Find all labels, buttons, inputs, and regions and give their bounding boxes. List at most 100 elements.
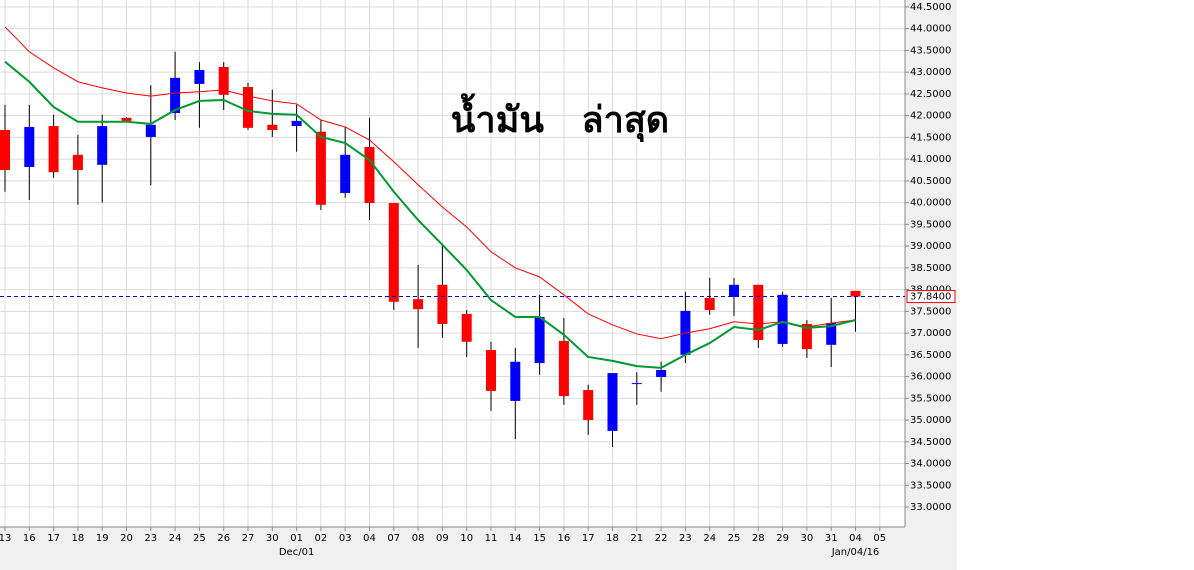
y-tick-label: 36.5000 <box>910 350 951 361</box>
candle-body <box>850 290 861 297</box>
y-tick-label: 39.0000 <box>910 241 951 252</box>
y-tick-label: 43.0000 <box>910 67 951 78</box>
candle-body <box>801 323 812 350</box>
x-tick-label: 23 <box>144 533 157 544</box>
x-tick-label: 25 <box>728 533 741 544</box>
x-tick-label: 16 <box>23 533 36 544</box>
x-tick-label: 31 <box>825 533 838 544</box>
period-label: Dec/01 <box>279 547 314 558</box>
x-tick-label: 03 <box>339 533 352 544</box>
x-tick-label: 30 <box>801 533 814 544</box>
candle-body <box>777 294 788 344</box>
x-tick-label: 11 <box>485 533 498 544</box>
x-tick-label: 29 <box>776 533 789 544</box>
candle-body <box>121 117 132 121</box>
x-tick-label: 22 <box>655 533 668 544</box>
y-tick-label: 35.0000 <box>910 415 951 426</box>
y-tick-label: 33.0000 <box>910 502 951 513</box>
x-tick-label: 01 <box>290 533 303 544</box>
moving-average-line <box>4 60 856 369</box>
candle-body <box>826 323 837 345</box>
x-tick-label: 24 <box>703 533 716 544</box>
x-tick-label: 10 <box>460 533 473 544</box>
period-label: Jan/04/16 <box>831 547 880 558</box>
x-tick-label: 13 <box>0 533 11 544</box>
y-tick-label: 33.5000 <box>910 480 951 491</box>
candle-body <box>267 124 278 131</box>
y-tick-label: 37.0000 <box>910 328 951 339</box>
candle-body <box>486 350 496 391</box>
candle-body <box>243 86 253 128</box>
candle-body <box>753 284 764 341</box>
y-tick-label: 42.5000 <box>910 89 951 100</box>
x-tick-label: 02 <box>315 533 328 544</box>
candle-body <box>534 316 545 364</box>
x-tick-label: 04 <box>363 533 376 544</box>
x-tick-label: 04 <box>849 533 862 544</box>
plot-area <box>0 0 905 527</box>
x-tick-label: 15 <box>533 533 546 544</box>
x-tick-label: 26 <box>217 533 230 544</box>
x-tick-label: 17 <box>47 533 60 544</box>
x-tick-label: 20 <box>120 533 133 544</box>
y-tick-label: 34.5000 <box>910 437 951 448</box>
x-tick-label: 08 <box>412 533 425 544</box>
x-tick-label: 16 <box>558 533 571 544</box>
candle-body <box>413 299 424 310</box>
x-tick-label: 05 <box>873 533 886 544</box>
x-tick-label: 19 <box>96 533 109 544</box>
candle-body <box>48 126 59 173</box>
chart-title: น้ำมัน ล่าสุด <box>451 93 669 143</box>
x-tick-label: 28 <box>752 533 765 544</box>
candle-body <box>291 120 302 127</box>
candle-body <box>24 126 35 167</box>
candle-body <box>72 154 83 171</box>
candle-body <box>364 146 375 204</box>
candle-body <box>461 313 472 342</box>
y-tick-label: 42.0000 <box>910 111 951 122</box>
candle-body <box>315 131 326 205</box>
x-tick-label: 18 <box>606 533 619 544</box>
candle-body <box>0 130 10 171</box>
y-tick-label: 35.5000 <box>910 393 951 404</box>
y-tick-label: 41.5000 <box>910 132 951 143</box>
y-tick-label: 39.5000 <box>910 219 951 230</box>
x-tick-label: 21 <box>630 533 643 544</box>
last-price-label: 37.8400 <box>910 292 951 303</box>
candle-body <box>97 126 108 165</box>
candle-body <box>145 124 156 137</box>
candle-body <box>607 373 618 431</box>
candle-body <box>437 284 448 324</box>
x-tick-label: 09 <box>436 533 449 544</box>
candle-body <box>510 361 521 401</box>
x-tick-label: 18 <box>72 533 85 544</box>
last-price-box <box>906 290 956 304</box>
y-tick-label: 37.5000 <box>910 306 951 317</box>
x-tick-label: 07 <box>387 533 400 544</box>
candle-body <box>583 390 594 421</box>
candle-body <box>656 370 667 377</box>
y-tick-label: 40.0000 <box>910 198 951 209</box>
candle-body <box>218 66 229 95</box>
y-tick-label: 44.5000 <box>910 2 951 13</box>
candle-body <box>558 340 569 397</box>
y-tick-label: 43.5000 <box>910 45 951 56</box>
x-tick-label: 25 <box>193 533 206 544</box>
y-tick-label: 38.5000 <box>910 263 951 274</box>
x-tick-label: 24 <box>169 533 182 544</box>
candle-body <box>729 284 739 297</box>
y-tick-label: 40.5000 <box>910 176 951 187</box>
candle-body <box>170 77 181 114</box>
y-tick-label: 34.0000 <box>910 459 951 470</box>
x-tick-label: 23 <box>679 533 692 544</box>
x-tick-label: 30 <box>266 533 279 544</box>
x-tick-label: 27 <box>242 533 255 544</box>
candle-body <box>704 297 715 311</box>
candle-body <box>340 154 351 194</box>
y-tick-label: 44.0000 <box>910 24 951 35</box>
candle-body <box>631 383 642 385</box>
moving-average-line <box>4 26 856 340</box>
y-tick-label: 36.0000 <box>910 372 951 383</box>
